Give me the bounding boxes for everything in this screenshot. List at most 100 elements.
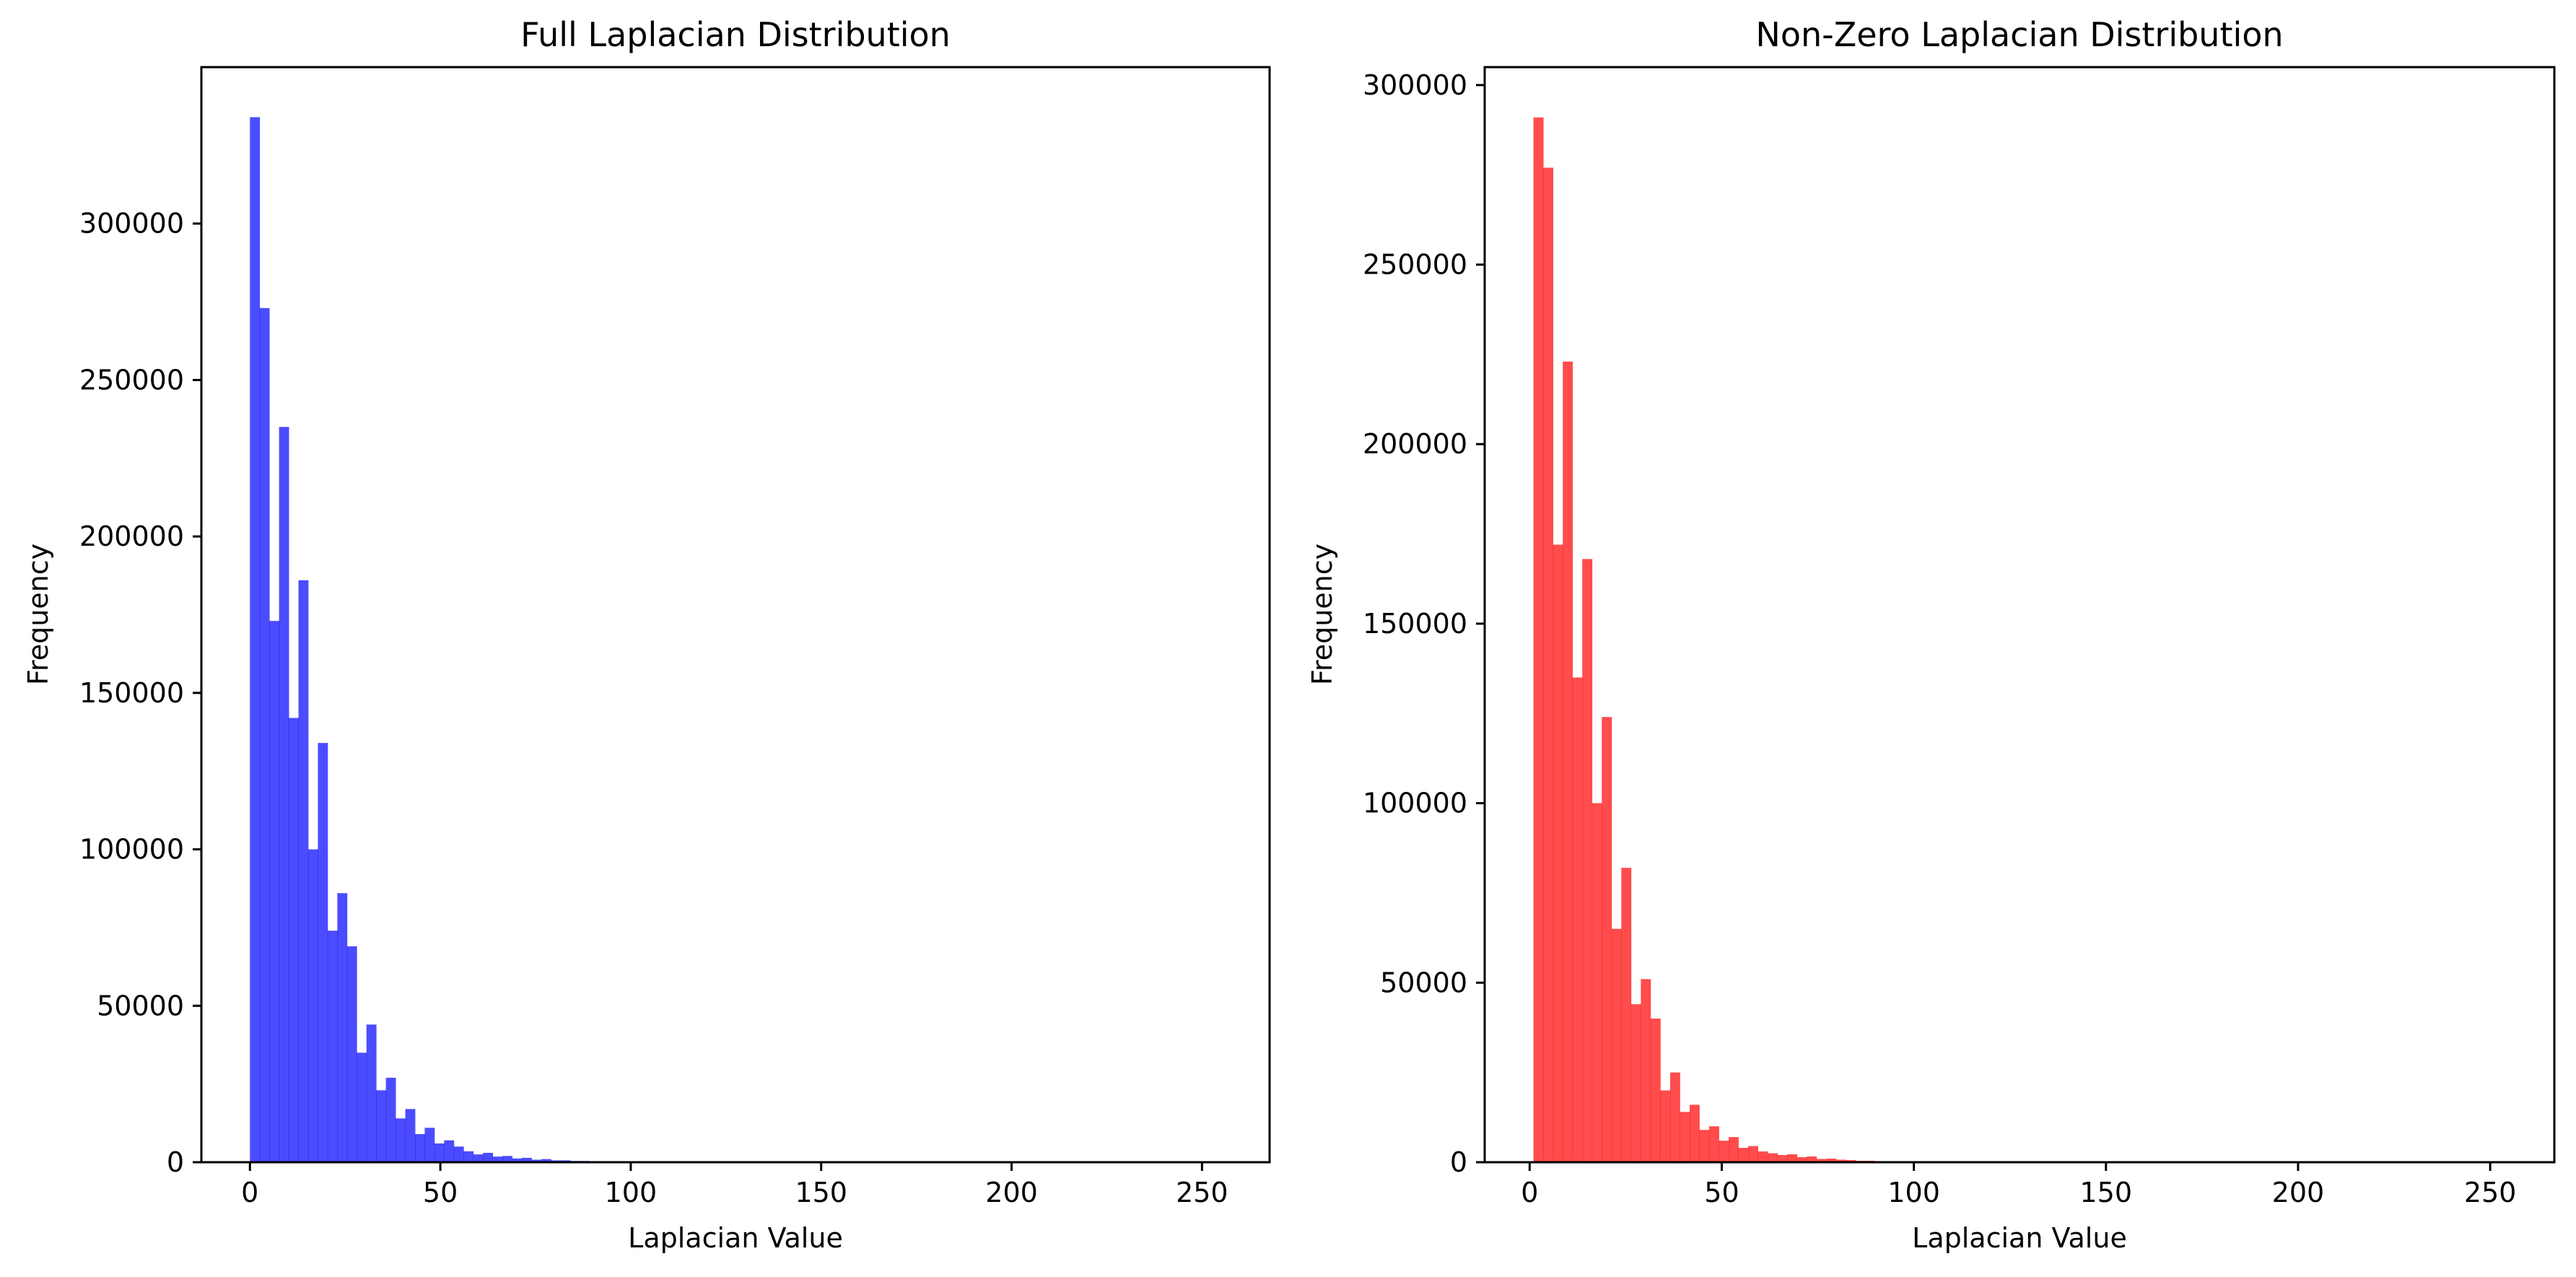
y-axis-label: Frequency [22, 544, 54, 685]
histogram-bar [298, 580, 309, 1162]
histogram-bar [1689, 1104, 1700, 1162]
histogram-bar [1729, 1137, 1739, 1162]
histogram-bar [1758, 1151, 1768, 1162]
histogram-bar [522, 1157, 532, 1162]
x-tick-label: 100 [605, 1177, 658, 1208]
histogram-bar [269, 621, 280, 1162]
x-axis-label: Laplacian Value [628, 1222, 843, 1254]
histogram-bar [1787, 1154, 1798, 1162]
y-tick-label: 250000 [1363, 249, 1467, 281]
y-tick-label: 300000 [1363, 69, 1467, 101]
histogram-bar [376, 1090, 387, 1162]
x-axis-label: Laplacian Value [1912, 1222, 2127, 1254]
histogram-bar [492, 1156, 503, 1162]
histogram-bar [1768, 1153, 1778, 1162]
histogram-bar [483, 1153, 494, 1162]
x-tick-label: 50 [1704, 1177, 1739, 1208]
histogram-bar [259, 308, 270, 1162]
histogram-bar [1641, 979, 1651, 1162]
histogram-bar [308, 849, 318, 1162]
y-tick-label: 200000 [1363, 428, 1467, 460]
histogram-bar [1835, 1159, 1846, 1162]
histogram-bar [502, 1156, 512, 1162]
histogram-bar [415, 1133, 425, 1162]
x-tick-label: 0 [241, 1177, 258, 1208]
x-tick-label: 0 [1521, 1177, 1538, 1208]
histogram-bar [1621, 868, 1632, 1162]
x-tick-label: 200 [985, 1177, 1038, 1208]
histogram-bar [531, 1159, 542, 1162]
histogram-bar [1611, 928, 1622, 1162]
histogram-bar [357, 1052, 367, 1162]
histogram-bar [1543, 167, 1554, 1162]
x-tick-label: 200 [2272, 1177, 2325, 1208]
y-tick-label: 300000 [79, 208, 184, 240]
x-tick-label: 100 [1887, 1177, 1940, 1208]
histogram-bar [444, 1140, 455, 1162]
histogram-bar [1630, 1004, 1641, 1162]
histogram-bar [541, 1159, 551, 1162]
histogram-bars [250, 117, 775, 1163]
histogram-bar [424, 1128, 435, 1162]
histogram-bar [512, 1158, 523, 1162]
histogram-bar [473, 1154, 484, 1162]
histogram-bar [434, 1143, 445, 1162]
histogram-bar [1669, 1072, 1680, 1162]
y-tick-label: 250000 [79, 364, 184, 396]
histogram-bars [1533, 117, 2061, 1163]
full-laplacian-panel: Full Laplacian Distribution 0 50 100 150 200… [22, 15, 1271, 1254]
histogram-bar [346, 946, 357, 1162]
histogram-bar [1563, 361, 1573, 1163]
histogram-bar [396, 1118, 406, 1162]
y-axis-ticks: 0 50000 100000 150000 200000 250000 300000 [79, 208, 201, 1178]
histogram-bar [405, 1109, 416, 1162]
histogram-bar [1796, 1157, 1807, 1162]
plot-frame [200, 66, 1271, 1164]
histogram-bar [1748, 1146, 1758, 1162]
histogram-bar [385, 1077, 396, 1162]
x-tick-label: 150 [795, 1177, 847, 1208]
y-tick-label: 200000 [79, 520, 184, 552]
histogram-bar [1708, 1126, 1719, 1162]
histogram-bar [1660, 1090, 1671, 1162]
y-tick-label: 0 [1450, 1146, 1467, 1178]
histogram-bar [1602, 717, 1612, 1162]
histogram-bar [1816, 1159, 1827, 1162]
y-tick-label: 100000 [1363, 788, 1467, 819]
x-axis-ticks: 0 50 100 150 200 250 [241, 1162, 1228, 1208]
histogram-bar [1719, 1141, 1729, 1162]
histogram-bar [1680, 1112, 1690, 1162]
histogram-bar [279, 427, 289, 1162]
histogram-bar [1826, 1159, 1837, 1162]
x-tick-label: 250 [1176, 1177, 1228, 1208]
y-tick-label: 50000 [1380, 967, 1467, 998]
histogram-bar [366, 1024, 377, 1162]
non-zero-laplacian-panel: Non-Zero Laplacian Distribution 0 50 100 15… [1306, 15, 2556, 1254]
histogram-bar [1553, 544, 1563, 1162]
x-tick-label: 250 [2464, 1177, 2517, 1208]
y-axis-label: Frequency [1306, 544, 1338, 685]
histogram-bar [453, 1146, 464, 1162]
histogram-bar [1582, 559, 1593, 1162]
histogram-bar [337, 893, 348, 1162]
plot-frame [1483, 66, 2556, 1164]
histogram-bar [1699, 1130, 1710, 1162]
chart-title: Full Laplacian Distribution [520, 15, 951, 54]
histogram-bar [250, 117, 261, 1163]
y-axis-ticks: 0 50000 100000 150000 200000 250000 300000 [1363, 69, 1485, 1178]
chart-title: Non-Zero Laplacian Distribution [1755, 15, 2283, 54]
histogram-bar [327, 930, 338, 1162]
y-tick-label: 0 [167, 1146, 184, 1178]
y-tick-label: 100000 [79, 834, 184, 866]
histogram-bar [1777, 1155, 1788, 1162]
y-tick-label: 150000 [1363, 608, 1467, 640]
histogram-bar [289, 718, 299, 1162]
histogram-bar [318, 743, 328, 1162]
histogram-bar [1738, 1148, 1749, 1162]
histogram-bar [1592, 803, 1602, 1162]
x-axis-ticks: 0 50 100 150 200 250 [1521, 1162, 2516, 1208]
histogram-bar [1650, 1019, 1661, 1162]
histogram-bar [1572, 677, 1583, 1162]
y-tick-label: 50000 [97, 990, 184, 1021]
